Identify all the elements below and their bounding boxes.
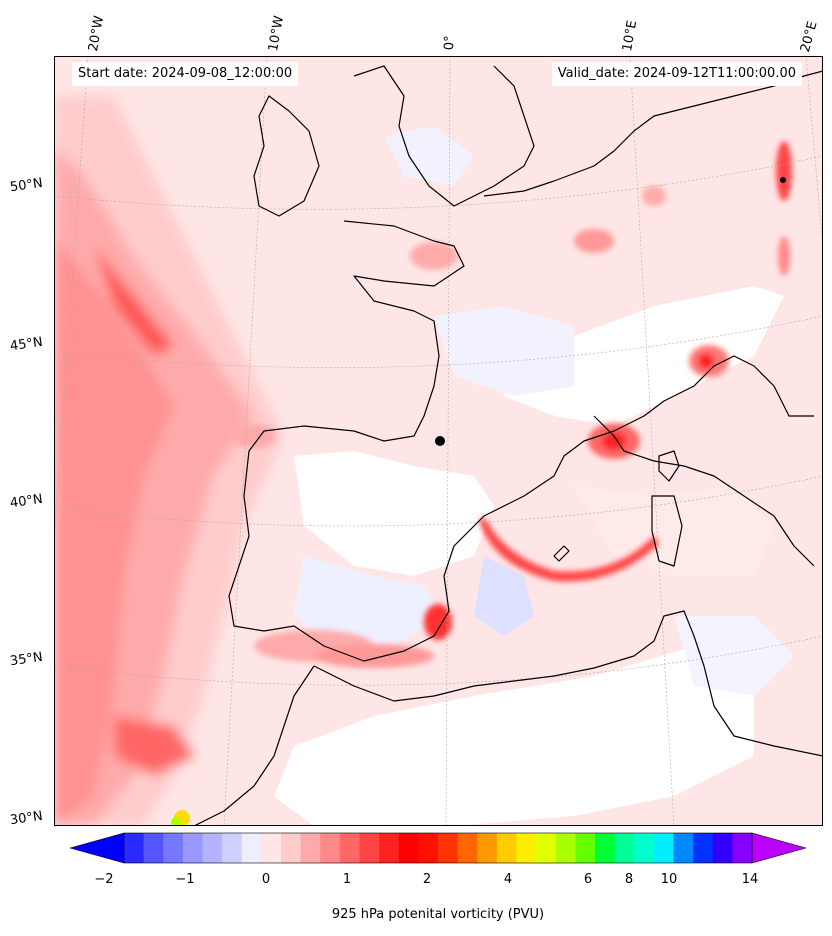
pv-point-marker [171, 817, 181, 826]
colorbar-segment [163, 833, 184, 863]
lat-label-50n: 50°N [9, 175, 44, 196]
colorbar-extend-min [68, 832, 125, 864]
colorbar-tick-label: 10 [660, 872, 678, 887]
colorbar-tick-label: 4 [503, 872, 513, 887]
colorbar-segment [477, 833, 498, 863]
colorbar-segment [398, 833, 419, 863]
colorbar-segment [595, 833, 616, 863]
graticule [54, 56, 823, 826]
pv-point-marker [435, 436, 445, 446]
colorbar-segment [496, 833, 517, 863]
pv-map-canvas [54, 56, 823, 826]
colorbar-segment [241, 833, 262, 863]
lat-label-35n: 35°N [9, 649, 44, 670]
colorbar-tick-label: 14 [741, 872, 759, 887]
colorbar-segment [124, 833, 145, 863]
lon-label-10e: 10°E [620, 19, 641, 53]
colorbar-segment [143, 833, 164, 863]
lon-label-10w: 10°W [266, 14, 288, 53]
colorbar-segment [712, 833, 733, 863]
pv-map [54, 56, 823, 826]
colorbar-segment [379, 833, 400, 863]
colorbar-title: 925 hPa potenital vorticity (PVU) [331, 907, 545, 922]
colorbar-segment [653, 833, 674, 863]
colorbar-tick-label: 0 [261, 872, 271, 887]
pv-atlantic-band [54, 96, 284, 826]
colorbar-segment [536, 833, 557, 863]
colorbar-segment [359, 833, 380, 863]
start-date-label: Start date: 2024-09-08_12:00:00 [72, 62, 299, 86]
colorbar-extend-max [751, 832, 808, 864]
colorbar-tick-label: −2 [94, 872, 114, 887]
lon-label-20e: 20°E [798, 19, 821, 54]
colorbar-segment [339, 833, 360, 863]
lat-label-30n: 30°N [9, 808, 44, 829]
colorbar-segment [516, 833, 537, 863]
colorbar-tick-label: 6 [583, 872, 593, 887]
map-frame [54, 56, 823, 826]
colorbar-tick-label: 2 [422, 872, 432, 887]
colorbar-segment [457, 833, 478, 863]
colorbar-tick-label: 8 [624, 872, 634, 887]
colorbar-tick-label: 1 [342, 872, 352, 887]
lat-label-45n: 45°N [9, 334, 44, 355]
colorbar-segment [182, 833, 203, 863]
colorbar-tick-label: −1 [175, 872, 195, 887]
lon-label-0: 0° [442, 35, 458, 51]
coastlines [193, 65, 823, 826]
colorbar-segment [555, 833, 576, 863]
colorbar-segment [693, 833, 714, 863]
colorbar-segment [634, 833, 655, 863]
colorbar-segment [320, 833, 341, 863]
colorbar-segment [575, 833, 596, 863]
colorbar [68, 830, 808, 866]
colorbar-segment [418, 833, 439, 863]
colorbar-segment [614, 833, 635, 863]
colorbar-segment [732, 833, 753, 863]
colorbar-outline [123, 832, 753, 864]
colorbar-svg [68, 832, 808, 864]
lat-label-40n: 40°N [9, 491, 44, 512]
colorbar-segment [222, 833, 243, 863]
colorbar-segment [438, 833, 459, 863]
lon-label-20w: 20°W [86, 14, 108, 53]
colorbar-segment [673, 833, 694, 863]
colorbar-segment [281, 833, 302, 863]
valid-date-label: Valid_date: 2024-09-12T11:00:00.00 [551, 62, 802, 86]
colorbar-segment [202, 833, 223, 863]
pv-low-regions [274, 126, 794, 826]
colorbar-segment [261, 833, 282, 863]
pv-point-marker [780, 177, 786, 183]
colorbar-segment [300, 833, 321, 863]
